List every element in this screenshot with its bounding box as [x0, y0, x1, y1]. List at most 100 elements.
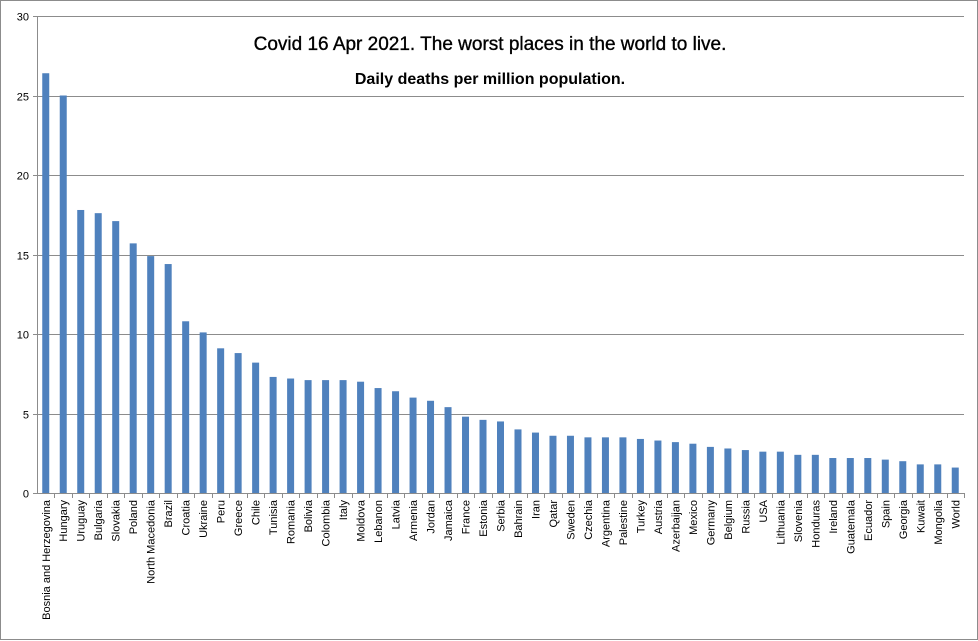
bar — [479, 419, 487, 493]
bar — [864, 458, 872, 493]
x-tick-label: Slovakia — [111, 499, 123, 541]
bar — [619, 437, 627, 493]
bar — [427, 400, 435, 493]
x-tick-label: Armenia — [408, 499, 420, 541]
x-tick-label: Bahrain — [513, 500, 525, 538]
bar — [497, 421, 504, 493]
bar — [304, 380, 312, 493]
x-tick-label: Greece — [233, 500, 245, 536]
x-tick-label: Italy — [338, 500, 350, 521]
bar — [636, 438, 644, 493]
bar — [164, 264, 172, 493]
x-tick-label: Ukraine — [198, 500, 210, 538]
bar — [724, 448, 732, 493]
x-tick-label: Serbia — [496, 499, 508, 532]
x-tick-label: Colombia — [321, 499, 333, 546]
x-tick-label: Qatar — [548, 500, 560, 528]
x-tick-label: Croatia — [181, 499, 193, 535]
y-tick-label: 10 — [17, 330, 29, 342]
x-tick-label: Poland — [128, 500, 140, 534]
bar — [217, 348, 225, 493]
x-tick-label: Czechia — [583, 499, 595, 540]
bar — [269, 376, 277, 493]
bar — [881, 459, 889, 493]
chart-title: Covid 16 Apr 2021. The worst places in t… — [253, 34, 727, 55]
x-tick-label: Germany — [705, 500, 717, 546]
x-tick-label: North Macedonia — [146, 499, 158, 584]
bar — [94, 213, 102, 493]
x-tick-label: Azerbaijan — [670, 500, 682, 552]
x-tick-label: Chile — [251, 500, 263, 525]
bar — [689, 443, 697, 493]
x-tick-label: Latvia — [391, 499, 403, 529]
bar — [776, 451, 784, 493]
bar — [829, 458, 837, 493]
bar — [374, 388, 382, 493]
bar — [147, 256, 155, 493]
x-tick-label: Hungary — [58, 500, 70, 542]
bar — [706, 446, 714, 493]
bar — [199, 332, 207, 493]
x-tick-label: Moldova — [356, 499, 368, 541]
x-tick-label: Mexico — [688, 500, 700, 535]
bar — [566, 435, 574, 493]
x-tick-label: USA — [758, 499, 770, 522]
bar — [741, 450, 749, 493]
bar — [42, 73, 50, 494]
bar — [916, 464, 924, 493]
bar — [794, 454, 802, 493]
bar — [409, 397, 417, 493]
x-tick-label: Slovenia — [793, 499, 805, 542]
bar — [601, 437, 609, 493]
x-tick-label: Lithuania — [775, 499, 787, 545]
x-tick-label: Honduras — [810, 500, 822, 548]
bar — [77, 209, 85, 494]
x-tick-label: Bulgaria — [93, 499, 105, 540]
bar — [899, 461, 907, 493]
x-tick-label: Ecuador — [863, 500, 875, 541]
x-tick-label: Sweden — [565, 500, 577, 540]
bar — [287, 378, 295, 493]
y-tick-label: 30 — [17, 12, 29, 24]
x-tick-label: Bolivia — [303, 499, 315, 532]
bar — [671, 442, 679, 493]
bar — [112, 221, 120, 494]
x-tick-label: Tunisia — [268, 499, 280, 535]
x-tick-label: Belgium — [723, 500, 735, 540]
y-tick-label: 0 — [23, 489, 29, 501]
x-tick-label: Austria — [653, 499, 665, 534]
bar — [59, 95, 67, 493]
bar — [951, 467, 959, 493]
y-tick-label: 20 — [17, 171, 29, 183]
bar — [444, 407, 452, 493]
bar — [759, 451, 767, 493]
bar — [514, 429, 522, 493]
x-tick-label: Mongolia — [933, 499, 945, 545]
bar — [182, 321, 190, 493]
x-tick-label: Estonia — [478, 499, 490, 537]
x-tick-label: Kuwait — [915, 500, 927, 533]
bar — [846, 458, 854, 493]
chart-subtitle: Daily deaths per million population. — [354, 71, 626, 88]
x-tick-label: Peru — [216, 500, 228, 523]
x-tick-label: Uruguay — [76, 500, 88, 542]
bar — [934, 464, 942, 493]
bar — [654, 440, 662, 493]
x-tick-label: Ireland — [828, 500, 840, 534]
bar — [129, 243, 137, 493]
bar — [339, 380, 347, 493]
bar — [811, 454, 819, 493]
bar — [549, 435, 557, 493]
x-tick-label: Turkey — [635, 500, 647, 534]
bar — [462, 416, 470, 493]
y-tick-label: 25 — [17, 92, 29, 104]
x-tick-label: France — [461, 500, 473, 534]
x-tick-label: Bosnia and Herzegovina — [41, 499, 53, 620]
x-tick-label: Russia — [740, 499, 752, 534]
x-tick-label: Guatemala — [845, 499, 857, 554]
bar — [252, 362, 260, 493]
bar — [357, 381, 365, 493]
x-tick-label: Spain — [880, 500, 892, 528]
